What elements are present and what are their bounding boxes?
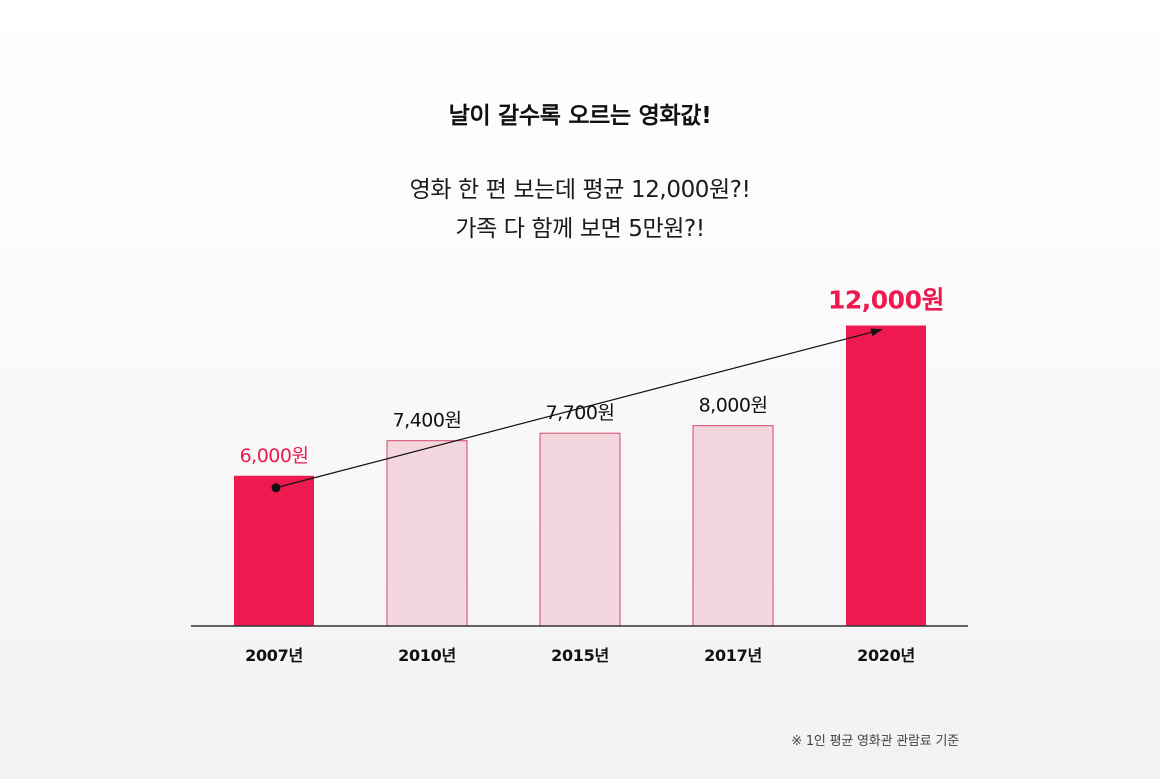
- value-label-2020: 12,000원: [828, 286, 944, 315]
- value-label-2007: 6,000원: [240, 445, 309, 467]
- category-label-2007: 2007년: [245, 646, 303, 665]
- subtitle-line-1: 영화 한 편 보는데 평균 12,000원?!: [409, 177, 751, 203]
- value-label-2010: 7,400원: [393, 410, 462, 432]
- bar-2007: [234, 475, 314, 626]
- subtitle-line-2: 가족 다 함께 보면 5만원?!: [455, 216, 705, 242]
- footnote: ※ 1인 평균 영화관 관람료 기준: [791, 734, 959, 749]
- trend-layer: [271, 328, 883, 493]
- value-label-2017: 8,000원: [699, 395, 768, 417]
- trend-start-dot: [271, 483, 281, 493]
- category-label-2020: 2020년: [857, 646, 915, 665]
- bar-2015: [539, 432, 621, 627]
- bar-2017: [692, 425, 774, 627]
- bar-2010: [386, 440, 468, 627]
- trend-arrow: [275, 328, 883, 489]
- bars-layer: [234, 325, 926, 627]
- bar-2020: [846, 325, 926, 626]
- value-label-2015: 7,700원: [546, 402, 615, 424]
- page-title: 날이 갈수록 오르는 영화값!: [448, 103, 712, 129]
- category-label-2015: 2015년: [551, 646, 609, 665]
- category-label-2017: 2017년: [704, 646, 762, 665]
- category-label-2010: 2010년: [398, 646, 456, 665]
- labels-layer: 6,000원 2007년 7,400원 2010년 7,700원 2015년 8,000원 2…: [240, 286, 945, 665]
